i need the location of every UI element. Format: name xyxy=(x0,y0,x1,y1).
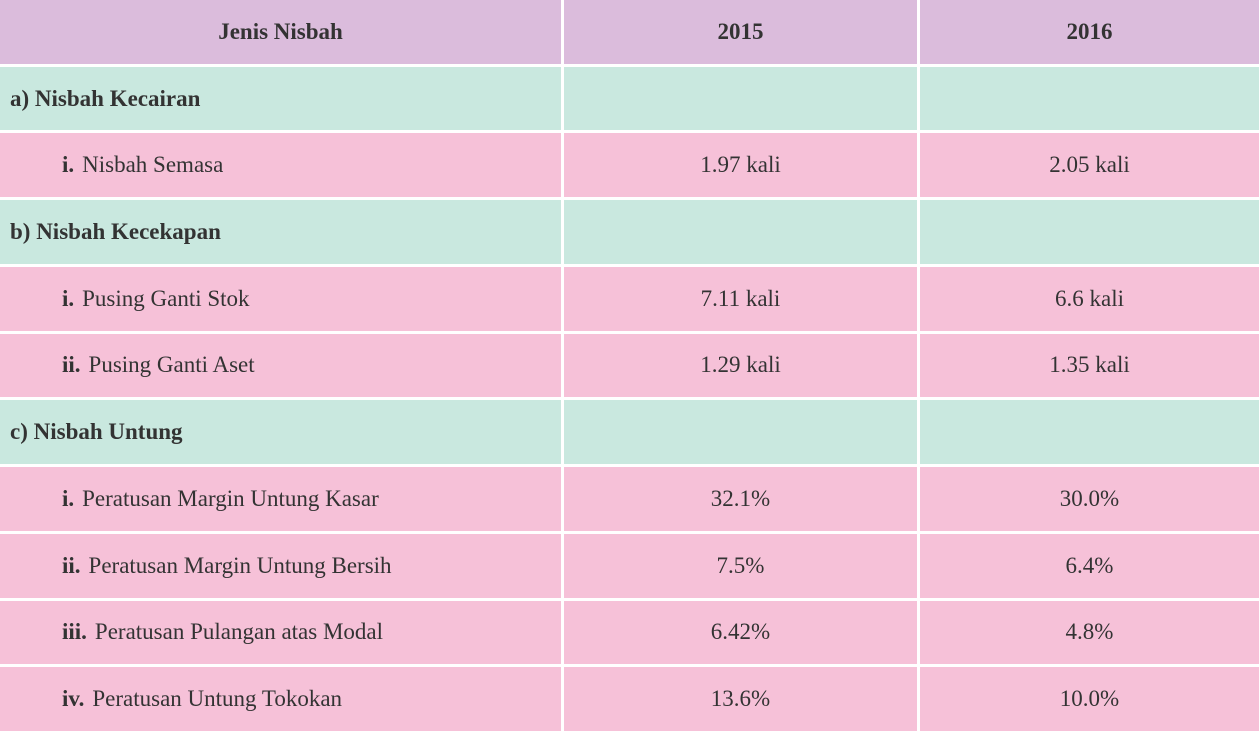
section-row: a) Nisbah Kecairan xyxy=(0,66,1259,131)
empty-cell xyxy=(920,66,1259,131)
label: a) Nisbah Kecairan xyxy=(10,85,201,111)
item-row: i. Nisbah Semasa 1.97 kali 2.05 kali xyxy=(0,133,1259,198)
value-cell: 1.35 kali xyxy=(920,333,1259,398)
label-cell: c) Nisbah Untung xyxy=(0,400,564,465)
label: Pusing Ganti Stok xyxy=(82,285,250,311)
label-cell: ii. Pusing Ganti Aset xyxy=(0,333,564,398)
value-cell: 6.4% xyxy=(920,533,1259,598)
header-cell: 2015 xyxy=(564,0,920,64)
value-cell: 32.1% xyxy=(564,467,920,531)
label: Pusing Ganti Aset xyxy=(88,352,255,378)
item-row: iii. Peratusan Pulangan atas Modal 6.42% 4.… xyxy=(0,600,1259,665)
numeral: i. xyxy=(62,285,75,311)
label-cell: iii. Peratusan Pulangan atas Modal xyxy=(0,600,564,665)
item-row: i. Pusing Ganti Stok 7.11 kali 6.6 kali xyxy=(0,266,1259,331)
empty-cell xyxy=(564,200,920,264)
value-cell: 1.97 kali xyxy=(564,133,920,198)
label-cell: i. Peratusan Margin Untung Kasar xyxy=(0,467,564,531)
section-row: b) Nisbah Kecekapan xyxy=(0,200,1259,264)
label: Peratusan Untung Tokokan xyxy=(92,686,343,712)
label-cell: i. Nisbah Semasa xyxy=(0,133,564,198)
section-row: c) Nisbah Untung xyxy=(0,400,1259,465)
value-cell: 1.29 kali xyxy=(564,333,920,398)
label: Peratusan Pulangan atas Modal xyxy=(94,619,383,645)
item-row: ii. Peratusan Margin Untung Bersih 7.5% 6.4… xyxy=(0,533,1259,598)
item-row: ii. Pusing Ganti Aset 1.29 kali 1.35 kali xyxy=(0,333,1259,398)
label-cell: i. Pusing Ganti Stok xyxy=(0,266,564,331)
header-row: Jenis Nisbah 2015 2016 xyxy=(0,0,1259,64)
empty-cell xyxy=(920,400,1259,465)
label-cell: a) Nisbah Kecairan xyxy=(0,66,564,131)
label: Peratusan Margin Untung Kasar xyxy=(82,485,379,511)
numeral: ii. xyxy=(62,552,81,578)
header-cell: 2016 xyxy=(920,0,1259,64)
item-row: i. Peratusan Margin Untung Kasar 32.1% 30.0… xyxy=(0,467,1259,531)
value-cell: 2.05 kali xyxy=(920,133,1259,198)
value-cell: 4.8% xyxy=(920,600,1259,665)
item-row: iv. Peratusan Untung Tokokan 13.6% 10.0% xyxy=(0,667,1259,731)
value-cell: 7.11 kali xyxy=(564,266,920,331)
value-cell: 10.0% xyxy=(920,667,1259,731)
numeral: i. xyxy=(62,152,75,178)
label: Nisbah Semasa xyxy=(82,152,224,178)
value-cell: 7.5% xyxy=(564,533,920,598)
label-cell: b) Nisbah Kecekapan xyxy=(0,200,564,264)
label: c) Nisbah Untung xyxy=(10,419,183,445)
empty-cell xyxy=(920,200,1259,264)
numeral: iii. xyxy=(62,619,87,645)
value-cell: 6.42% xyxy=(564,600,920,665)
label-cell: iv. Peratusan Untung Tokokan xyxy=(0,667,564,731)
label-cell: ii. Peratusan Margin Untung Bersih xyxy=(0,533,564,598)
numeral: i. xyxy=(62,485,75,511)
label: Peratusan Margin Untung Bersih xyxy=(88,552,392,578)
label: b) Nisbah Kecekapan xyxy=(10,219,221,245)
value-cell: 6.6 kali xyxy=(920,266,1259,331)
header-cell: Jenis Nisbah xyxy=(0,0,564,64)
numeral: iv. xyxy=(62,686,85,712)
numeral: ii. xyxy=(62,352,81,378)
empty-cell xyxy=(564,400,920,465)
value-cell: 30.0% xyxy=(920,467,1259,531)
empty-cell xyxy=(564,66,920,131)
value-cell: 13.6% xyxy=(564,667,920,731)
